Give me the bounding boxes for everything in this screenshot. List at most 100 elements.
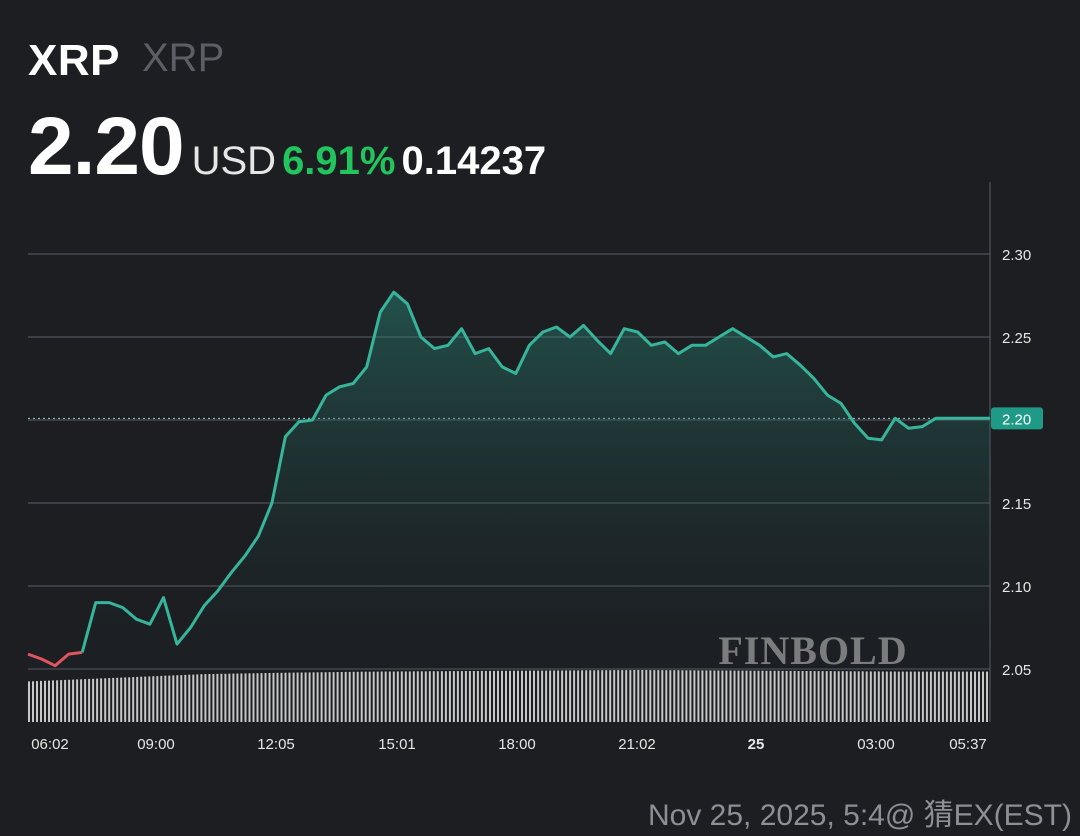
volume-bar bbox=[264, 673, 267, 722]
volume-bar bbox=[637, 670, 640, 722]
volume-bar bbox=[416, 671, 419, 722]
volume-bar bbox=[408, 671, 411, 722]
volume-bar bbox=[577, 670, 580, 722]
volume-bar bbox=[797, 671, 800, 722]
volume-bar bbox=[92, 678, 95, 722]
volume-bar bbox=[877, 671, 880, 722]
ticker-symbol: XRP bbox=[28, 36, 120, 85]
volume-bar bbox=[336, 672, 339, 722]
y-tick-label: 2.30 bbox=[1002, 247, 1031, 264]
volume-bar bbox=[236, 673, 239, 722]
volume-bar bbox=[272, 672, 275, 722]
volume-bar bbox=[585, 670, 588, 722]
volume-bars bbox=[28, 670, 988, 722]
volume-bar bbox=[986, 671, 988, 722]
x-tick-label: 25 bbox=[748, 736, 765, 753]
volume-bar bbox=[809, 671, 812, 722]
volume-bar bbox=[970, 671, 972, 722]
volume-bar bbox=[364, 671, 367, 722]
volume-bar bbox=[573, 670, 576, 722]
volume-bar bbox=[48, 680, 50, 722]
volume-bar bbox=[216, 673, 219, 722]
volume-bar bbox=[356, 671, 359, 722]
volume-bar bbox=[436, 671, 439, 722]
volume-bar bbox=[601, 670, 604, 722]
current-price: 2.20 bbox=[28, 101, 185, 192]
volume-bar bbox=[44, 680, 46, 722]
volume-bar bbox=[76, 679, 79, 722]
volume-bar bbox=[785, 670, 788, 722]
timestamp-text: Nov 25, 2025, 5:4 bbox=[648, 799, 885, 832]
volume-bar bbox=[188, 674, 191, 722]
volume-bar bbox=[472, 671, 475, 722]
volume-bar bbox=[953, 671, 956, 722]
volume-bar bbox=[172, 675, 175, 722]
volume-bar bbox=[404, 671, 407, 722]
volume-bar bbox=[40, 680, 42, 722]
volume-bar bbox=[545, 670, 548, 722]
volume-bar bbox=[645, 670, 648, 722]
volume-bar bbox=[448, 671, 451, 722]
volume-bar bbox=[384, 671, 387, 722]
volume-bar bbox=[957, 671, 960, 722]
volume-bar bbox=[761, 670, 764, 722]
volume-bar bbox=[196, 674, 199, 722]
volume-bar bbox=[661, 670, 664, 722]
x-tick-label: 06:02 bbox=[31, 736, 69, 753]
volume-bar bbox=[549, 670, 552, 722]
volume-bar bbox=[553, 670, 556, 722]
volume-bar bbox=[789, 670, 792, 722]
volume-bar bbox=[753, 670, 756, 722]
volume-bar bbox=[112, 677, 115, 722]
volume-bar bbox=[252, 673, 255, 722]
volume-bar bbox=[913, 671, 916, 722]
volume-bar bbox=[268, 673, 271, 722]
asset-name: XRP bbox=[142, 36, 225, 80]
volume-bar bbox=[593, 670, 596, 722]
volume-bar bbox=[849, 671, 852, 722]
volume-bar bbox=[857, 671, 860, 722]
volume-bar bbox=[480, 670, 483, 722]
volume-bar bbox=[705, 670, 708, 722]
volume-bar bbox=[280, 672, 283, 722]
volume-bar bbox=[228, 673, 231, 722]
volume-bar bbox=[296, 672, 299, 722]
volume-bar bbox=[64, 679, 67, 722]
volume-bar bbox=[869, 671, 872, 722]
volume-bar bbox=[352, 671, 355, 722]
volume-bar bbox=[493, 670, 495, 722]
volume-bar bbox=[801, 671, 804, 722]
volume-bar bbox=[276, 672, 279, 722]
volume-bar bbox=[68, 679, 71, 722]
volume-bar bbox=[120, 677, 123, 722]
volume-bar bbox=[613, 670, 616, 722]
volume-bar bbox=[396, 671, 399, 722]
volume-bar bbox=[845, 671, 848, 722]
volume-bar bbox=[978, 671, 980, 722]
volume-bar bbox=[501, 670, 503, 722]
volume-bar bbox=[673, 670, 676, 722]
volume-bar bbox=[484, 670, 487, 722]
volume-bar bbox=[653, 670, 656, 722]
volume-bar bbox=[685, 670, 688, 722]
x-tick-label: 09:00 bbox=[137, 736, 175, 753]
volume-bar bbox=[605, 670, 608, 722]
volume-bar bbox=[128, 677, 131, 722]
volume-bar bbox=[905, 671, 908, 722]
volume-bar bbox=[256, 673, 259, 722]
volume-bar bbox=[328, 672, 331, 722]
volume-bar bbox=[937, 671, 940, 722]
volume-bar bbox=[833, 671, 836, 722]
volume-bar bbox=[721, 670, 724, 722]
volume-bar bbox=[380, 671, 383, 722]
volume-bar bbox=[689, 670, 692, 722]
volume-bar bbox=[244, 673, 247, 722]
volume-bar bbox=[368, 671, 371, 722]
y-tick-label: 2.10 bbox=[1002, 579, 1031, 596]
volume-bar bbox=[885, 671, 888, 722]
volume-bar bbox=[340, 672, 343, 722]
volume-bar bbox=[316, 672, 319, 722]
volume-bar bbox=[300, 672, 303, 722]
volume-bar bbox=[982, 671, 984, 722]
